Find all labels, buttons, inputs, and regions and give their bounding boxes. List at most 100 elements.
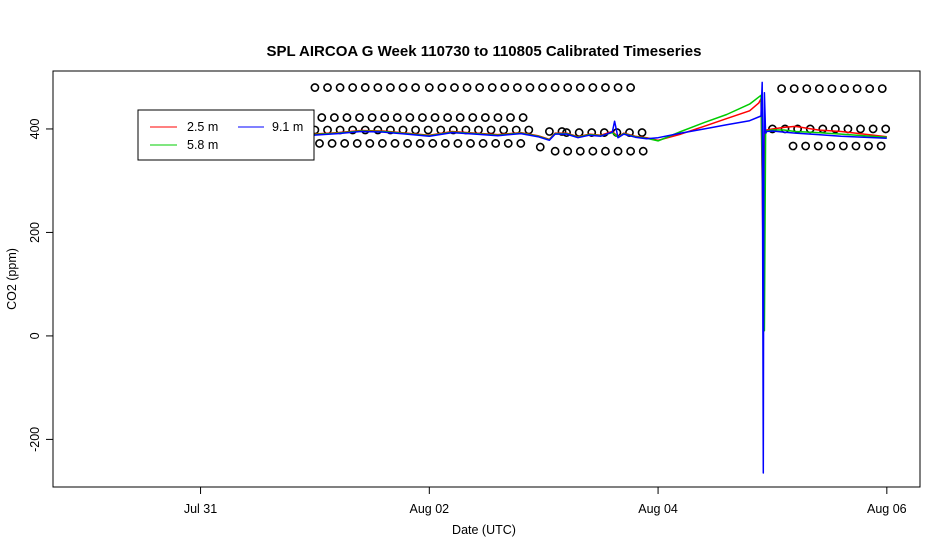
data-marker: [390, 139, 400, 148]
data-marker: [830, 124, 840, 134]
data-marker: [310, 83, 320, 92]
legend-label-5-8m: 5.8 m: [187, 138, 218, 152]
data-marker: [486, 125, 496, 135]
data-marker: [575, 146, 585, 156]
data-marker: [587, 128, 597, 137]
data-marker: [563, 83, 573, 92]
data-marker: [317, 113, 327, 122]
data-marker: [491, 139, 501, 148]
data-marker: [865, 84, 875, 93]
data-marker: [563, 146, 573, 156]
data-marker: [418, 113, 427, 122]
data-marker: [626, 146, 636, 156]
data-marker: [588, 83, 598, 92]
data-marker: [856, 124, 865, 134]
data-marker: [378, 139, 387, 148]
x-tick-label: Aug 02: [409, 502, 449, 516]
data-marker: [373, 125, 383, 135]
data-marker: [838, 141, 848, 151]
data-marker: [876, 141, 886, 151]
plot-frame: [52, 70, 921, 488]
y-axis: -200 0 200 400: [28, 118, 53, 452]
data-marker: [503, 139, 513, 148]
legend-label-9-1m: 9.1 m: [272, 120, 303, 134]
data-marker: [450, 83, 459, 92]
data-marker: [352, 139, 362, 148]
data-marker: [315, 139, 324, 148]
data-marker: [403, 139, 412, 148]
data-marker: [428, 139, 438, 148]
plot-area: [52, 70, 921, 488]
data-marker: [506, 113, 515, 122]
data-marker: [323, 83, 332, 92]
data-marker: [475, 83, 485, 92]
data-marker: [415, 139, 425, 148]
data-marker: [411, 125, 420, 135]
data-marker: [877, 84, 887, 93]
data-marker: [340, 139, 350, 148]
data-marker: [601, 83, 610, 92]
data-marker: [462, 83, 472, 92]
y-tick-label: -200: [28, 427, 42, 452]
series-layer: [312, 81, 887, 474]
data-marker: [827, 84, 837, 93]
data-marker: [550, 83, 560, 92]
data-marker: [852, 84, 862, 93]
data-marker: [448, 125, 458, 135]
legend: 2.5 m 5.8 m 9.1 m: [137, 109, 315, 161]
data-marker: [499, 125, 509, 135]
data-marker: [613, 83, 623, 92]
data-marker: [373, 83, 383, 92]
data-marker: [516, 139, 526, 148]
data-marker: [518, 113, 528, 122]
legend-label-2-5m: 2.5 m: [187, 120, 218, 134]
data-marker: [443, 113, 453, 122]
data-marker: [440, 139, 450, 148]
data-marker: [453, 139, 463, 148]
data-marker: [487, 83, 497, 92]
data-marker: [455, 113, 465, 122]
series-line-9-1-m: [312, 81, 887, 474]
data-marker: [575, 83, 585, 92]
data-marker: [493, 113, 503, 122]
data-marker: [601, 146, 610, 156]
y-axis-label: CO2 (ppm): [5, 248, 19, 310]
data-marker: [348, 125, 358, 135]
data-marker: [335, 83, 345, 92]
data-marker: [405, 113, 415, 122]
data-marker: [802, 84, 812, 93]
data-marker: [535, 142, 545, 152]
data-marker: [851, 141, 861, 151]
data-marker: [626, 83, 636, 92]
data-marker: [818, 124, 828, 134]
data-marker: [423, 125, 433, 135]
data-marker: [638, 146, 648, 156]
data-marker: [329, 113, 339, 122]
data-marker: [512, 83, 522, 92]
data-marker: [557, 127, 567, 136]
data-marker: [545, 127, 554, 136]
data-marker: [637, 128, 647, 137]
y-tick-label: 0: [28, 332, 42, 339]
data-marker: [613, 146, 623, 156]
data-marker: [367, 113, 377, 122]
data-marker: [788, 141, 798, 151]
data-marker: [386, 83, 395, 92]
data-marker: [430, 113, 440, 122]
data-marker: [468, 113, 478, 122]
data-marker: [327, 139, 337, 148]
data-marker: [868, 124, 878, 134]
data-marker: [411, 83, 420, 92]
y-tick-label: 200: [28, 222, 42, 243]
data-marker: [789, 84, 799, 93]
data-marker: [864, 141, 873, 151]
data-marker: [360, 83, 370, 92]
x-axis: Jul 31 Aug 02 Aug 04 Aug 06: [184, 487, 907, 516]
data-marker: [365, 139, 375, 148]
x-tick-label: Jul 31: [184, 502, 217, 516]
data-marker: [813, 141, 823, 151]
data-marker: [777, 84, 787, 93]
x-tick-label: Aug 06: [867, 502, 907, 516]
data-marker: [392, 113, 402, 122]
